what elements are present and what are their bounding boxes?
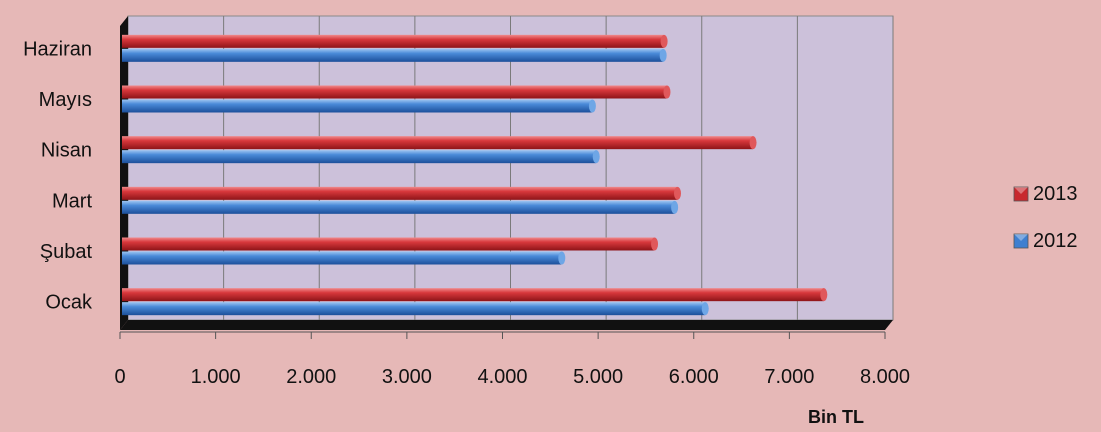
bar-2012 <box>122 302 709 316</box>
bar-2012-cap <box>701 302 709 316</box>
bar-2012 <box>122 99 596 113</box>
legend-swatch-highlight <box>1014 187 1028 194</box>
bar-2012-body <box>122 150 597 164</box>
left-wall <box>120 16 128 330</box>
legend-swatch-highlight <box>1014 234 1028 241</box>
bar-2012-cap <box>558 251 566 265</box>
bar-2012 <box>122 251 566 265</box>
bar-2012-body <box>122 200 675 214</box>
bar-2013-cap <box>820 288 828 302</box>
bar-2013-cap <box>673 186 681 200</box>
legend-swatch <box>1013 233 1029 249</box>
x-tick-label: 7.000 <box>764 366 814 388</box>
category-label: Mayıs <box>39 89 92 111</box>
legend-item-2013: 2013 <box>1013 183 1078 205</box>
legend-label: 2012 <box>1033 230 1078 252</box>
bars-group <box>122 34 828 316</box>
bar-2013 <box>122 186 681 200</box>
bar-2012 <box>122 48 667 62</box>
bar-2012-body <box>122 251 562 265</box>
bar-2013-cap <box>663 85 671 99</box>
bar-2013-body <box>122 85 667 99</box>
bar-2013-body <box>122 186 678 200</box>
x-tick-label: 6.000 <box>669 366 719 388</box>
legend-swatch <box>1013 186 1029 202</box>
bar-2013 <box>122 136 757 150</box>
bar-2013-cap <box>651 237 659 251</box>
category-label: Nisan <box>41 140 92 162</box>
bar-2012-cap <box>671 200 679 214</box>
category-label: Şubat <box>40 241 93 263</box>
legend-label: 2013 <box>1033 183 1078 205</box>
x-tick-label: 4.000 <box>477 366 527 388</box>
category-label: Ocak <box>45 292 93 314</box>
x-tick-label: 2.000 <box>286 366 336 388</box>
category-label: Haziran <box>23 38 92 60</box>
bar-2012-body <box>122 99 593 113</box>
bar-2013-body <box>122 288 824 302</box>
x-tick-label: 0 <box>114 366 125 388</box>
bar-2012-cap <box>659 48 667 62</box>
bar-2012-body <box>122 302 706 316</box>
bar-2012-cap <box>588 99 596 113</box>
bar-2013 <box>122 85 671 99</box>
bar-2013 <box>122 288 828 302</box>
x-axis-title: Bin TL <box>808 407 864 427</box>
bar-2013-cap <box>749 136 757 150</box>
x-tick-label: 3.000 <box>382 366 432 388</box>
bar-2013 <box>122 237 659 251</box>
x-tick-label: 5.000 <box>573 366 623 388</box>
category-label: Mart <box>52 190 92 212</box>
bar-2013-body <box>122 237 655 251</box>
bar-2013-cap <box>660 34 668 48</box>
bar-2012-cap <box>592 150 600 164</box>
labels-group: 0 1.000 2.000 3.000 4.000 5.000 6.000 7.000 8.00… <box>23 38 910 388</box>
bar-2012-body <box>122 48 664 62</box>
bar-2013-body <box>122 136 754 150</box>
legend: 2013 2012 <box>1013 183 1078 252</box>
floor <box>120 320 893 330</box>
bar-2012 <box>122 200 679 214</box>
bar-2013 <box>122 34 668 48</box>
x-tick-label: 1.000 <box>191 366 241 388</box>
x-tick-label: 8.000 <box>860 366 910 388</box>
legend-item-2012: 2012 <box>1013 230 1078 252</box>
bar-2013-body <box>122 34 665 48</box>
bar-2012 <box>122 150 600 164</box>
